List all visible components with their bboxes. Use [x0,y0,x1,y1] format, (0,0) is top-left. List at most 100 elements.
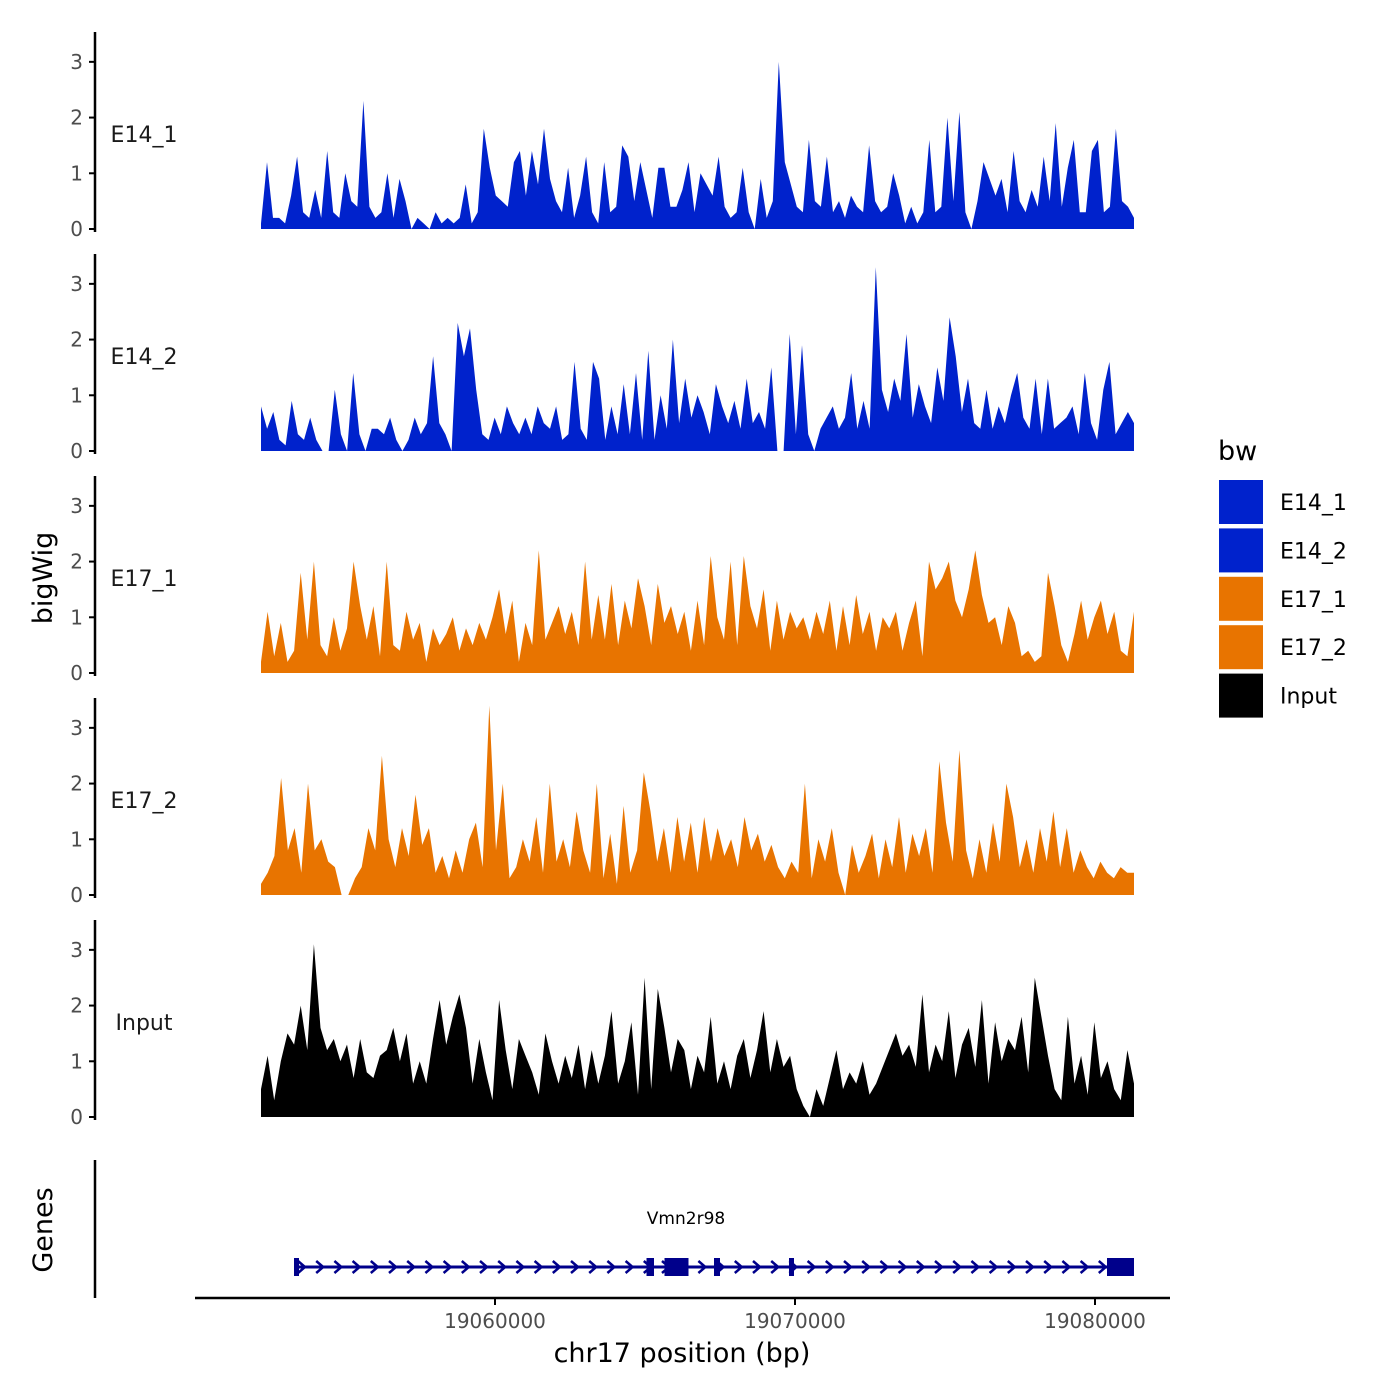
area-E14_2 [261,267,1134,451]
y-tick-label: 1 [70,1049,83,1073]
exon [789,1258,794,1276]
strand-arrow [424,1260,435,1274]
x-tick-label: 19060000 [444,1309,546,1333]
legend-label-Input: Input [1280,685,1337,710]
strand-arrow [533,1260,544,1274]
y-tick-label: 3 [70,938,83,962]
strand-arrow [606,1260,617,1274]
legend-title: bw [1218,436,1257,467]
strand-arrow [843,1260,853,1274]
y-tick-label: 0 [70,661,83,685]
strand-arrow [897,1260,908,1274]
strand-arrow [479,1260,489,1274]
y-tick-label: 2 [70,106,83,130]
y-tick-label: 1 [70,161,83,185]
y-tick-label: 1 [70,827,83,851]
strand-arrow [915,1260,926,1274]
y-axis-title: bigWig [28,532,59,625]
exon [294,1258,299,1276]
strand-arrow [388,1260,398,1274]
strand-arrow [934,1260,944,1274]
strand-arrow [624,1260,635,1274]
x-tick-label: 19080000 [1044,1309,1146,1333]
y-tick-label: 3 [70,716,83,740]
strand-arrow [733,1260,744,1274]
strand-arrow [1061,1260,1072,1274]
strand-arrow [442,1260,453,1274]
strand-arrow [1006,1260,1017,1274]
legend-label-E14_2: E14_2 [1280,539,1347,564]
area-E14_1 [261,61,1134,230]
legend: bw E14_1 E14_2 E17_1 E17_2 Input [1218,436,1347,718]
legend-key-Input [1219,673,1263,718]
x-tick-label: 19070000 [744,1309,846,1333]
strand-arrow [315,1260,326,1274]
area-Input [261,944,1134,1117]
legend-label-E17_2: E17_2 [1280,636,1347,661]
gene-label: Vmn2r98 [647,1209,725,1229]
y-tick-label: 0 [70,217,83,241]
y-tick-label: 3 [70,50,83,74]
tracks-group: 0 1 2 3 E14_1 0 1 2 3 E14_2 0 1 2 3 E17_1 0 1 2 3 E17_2 0 1 2 3… [70,32,1134,1129]
track-Input: 0 1 2 3 Input [70,920,1134,1129]
strand-arrow [1025,1260,1035,1274]
track-label-E14_1: E14_1 [111,123,178,148]
strand-arrow [551,1260,562,1274]
gene-track: Vmn2r98 [93,1160,1134,1298]
track-E17_1: 0 1 2 3 E17_1 [70,476,1134,685]
track-label-E17_2: E17_2 [111,789,178,814]
y-tick-label: 0 [70,883,83,907]
strand-arrow [806,1260,817,1274]
strand-arrow [406,1260,417,1274]
strand-arrow [970,1260,981,1274]
strand-arrow [351,1260,362,1274]
exon [714,1258,720,1276]
legend-key-E17_2 [1219,625,1263,670]
area-E17_2 [261,705,1134,895]
strand-arrow [770,1260,781,1274]
strand-arrow [752,1260,762,1274]
area-E17_1 [261,550,1134,673]
exon [1107,1258,1134,1276]
y-tick-label: 0 [70,1105,83,1129]
genes-axis-title: Genes [28,1187,59,1272]
track-E17_2: 0 1 2 3 E17_2 [70,698,1134,907]
strand-arrow [588,1260,599,1274]
legend-key-E17_1 [1219,576,1263,621]
track-label-E17_1: E17_1 [111,567,178,592]
strand-arrow [515,1260,526,1274]
strand-arrow [824,1260,835,1274]
legend-label-E17_1: E17_1 [1280,588,1347,613]
y-tick-label: 3 [70,494,83,518]
strand-arrow [460,1260,471,1274]
exon [646,1258,654,1276]
strand-arrow [861,1260,872,1274]
strand-arrow [497,1260,508,1274]
y-tick-label: 0 [70,439,83,463]
strand-arrow [952,1260,963,1274]
strand-arrow [369,1260,380,1274]
legend-key-E14_1 [1219,480,1263,524]
track-label-Input: Input [116,1011,173,1036]
legend-label-E14_1: E14_1 [1280,491,1347,516]
track-E14_1: 0 1 2 3 E14_1 [70,32,1134,241]
legend-key-E14_2 [1219,528,1263,573]
exon [664,1258,689,1276]
x-axis: 19060000 19070000 19080000 [195,1296,1170,1333]
strand-arrow [570,1260,580,1274]
strand-arrow [879,1260,890,1274]
y-tick-label: 3 [70,272,83,296]
y-tick-label: 1 [70,605,83,629]
strand-arrow [988,1260,999,1274]
y-tick-label: 2 [70,328,83,352]
track-E14_2: 0 1 2 3 E14_2 [70,254,1134,463]
strand-arrow [1079,1260,1090,1274]
strand-arrow [697,1260,708,1274]
strand-arrow [1097,1260,1108,1274]
y-tick-label: 2 [70,550,83,574]
strand-arrow [297,1260,307,1274]
y-tick-label: 2 [70,772,83,796]
x-axis-title: chr17 position (bp) [554,1338,811,1369]
strand-arrow [1043,1260,1054,1274]
